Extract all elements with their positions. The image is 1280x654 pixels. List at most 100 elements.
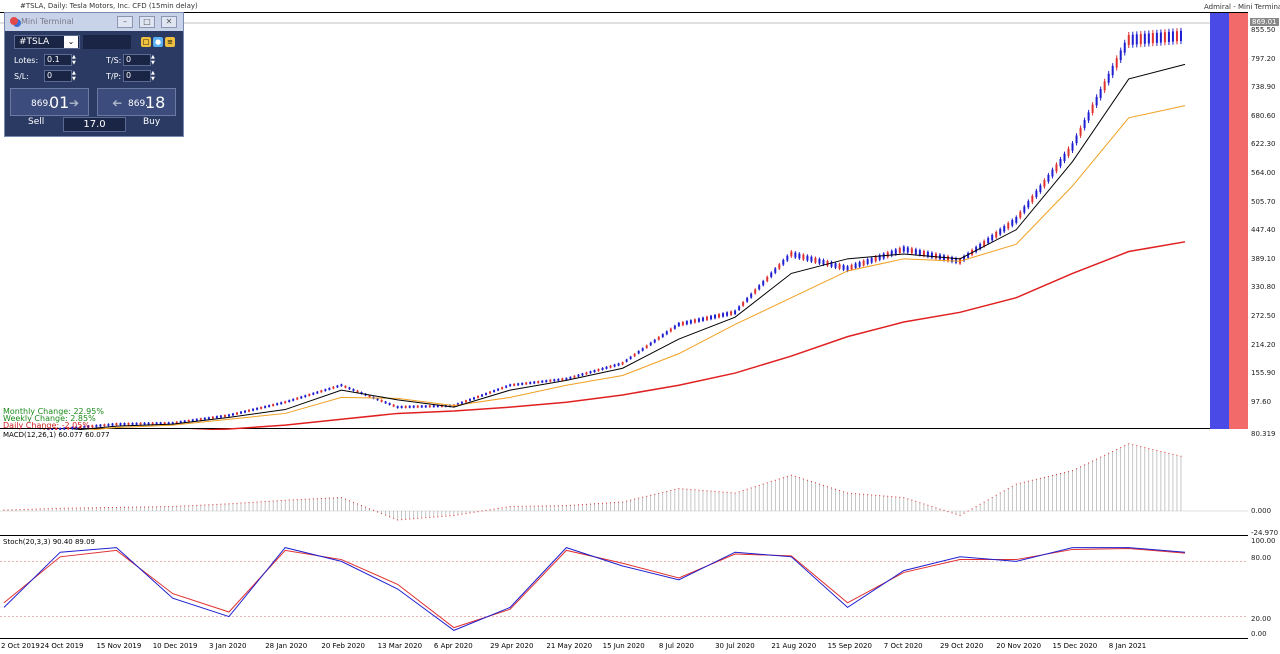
macd-signal-dot bbox=[1080, 466, 1082, 468]
price-scale-label: 855.50 bbox=[1251, 26, 1276, 34]
candle-body bbox=[786, 255, 789, 261]
candle-body bbox=[312, 392, 315, 395]
stoch-pane[interactable]: Stoch(20,3,3) 90.40 89.09 bbox=[0, 537, 1248, 639]
side-panel-red bbox=[1229, 13, 1248, 429]
time-axis: 2 Oct 2019 24 Oct 2019 15 Nov 2019 10 Dec 2… bbox=[0, 639, 1248, 654]
candle-body bbox=[1111, 65, 1114, 76]
candle-body bbox=[408, 405, 411, 408]
candle-body bbox=[231, 413, 234, 416]
macd-signal-dot bbox=[545, 505, 547, 507]
macd-signal-dot bbox=[553, 505, 555, 507]
macd-signal-dot bbox=[702, 490, 704, 492]
macd-signal-dot bbox=[308, 498, 310, 500]
lots-stepper[interactable]: ▲ ▼ bbox=[72, 54, 76, 66]
macd-signal-dot bbox=[875, 494, 877, 496]
sell-button[interactable]: Sell bbox=[28, 117, 45, 127]
candle-body bbox=[368, 395, 371, 398]
sl-stepper[interactable]: ▲ ▼ bbox=[72, 70, 76, 82]
maximize-icon[interactable]: □ bbox=[139, 16, 155, 28]
symbol-select[interactable]: #TSLA bbox=[14, 35, 80, 49]
macd-signal-dot bbox=[164, 506, 166, 508]
candle-body bbox=[183, 420, 186, 423]
macd-signal-dot bbox=[871, 494, 873, 496]
macd-pane[interactable]: MACD(12,26,1) 60.077 60.077 bbox=[0, 430, 1248, 536]
time-axis-label: 15 Jun 2020 bbox=[602, 642, 645, 650]
macd-signal-dot bbox=[425, 517, 427, 519]
macd-signal-dot bbox=[393, 517, 395, 519]
price-pane[interactable]: Monthly Change: 22.95% Weekly Change: 2.… bbox=[0, 12, 1248, 430]
macd-signal-dot bbox=[782, 477, 784, 479]
candle-body bbox=[513, 383, 516, 386]
macd-signal-dot bbox=[738, 491, 740, 493]
macd-signal-dot bbox=[569, 504, 571, 506]
candle-body bbox=[979, 243, 982, 250]
candle-body bbox=[758, 285, 761, 290]
macd-signal-dot bbox=[851, 492, 853, 494]
chevron-down-icon[interactable]: ⌄ bbox=[64, 36, 78, 48]
candle-body bbox=[493, 390, 496, 393]
candle-body bbox=[107, 423, 110, 426]
macd-signal-dot bbox=[843, 491, 845, 493]
ts-stepper[interactable]: ▲ ▼ bbox=[151, 54, 155, 66]
macd-signal-dot bbox=[115, 506, 117, 508]
candle-body bbox=[726, 312, 729, 316]
macd-signal-dot bbox=[180, 505, 182, 507]
candle-body bbox=[501, 387, 504, 390]
copy-icon[interactable]: □ bbox=[141, 37, 151, 47]
macd-signal-dot bbox=[35, 508, 37, 510]
candle-body bbox=[681, 321, 684, 326]
candle-body bbox=[215, 416, 218, 419]
buy-price-button[interactable]: ➔ 869. 18 bbox=[97, 88, 176, 116]
candle-body bbox=[1071, 143, 1074, 151]
candle-body bbox=[569, 376, 572, 379]
tp-stepper[interactable]: ▲ ▼ bbox=[151, 70, 155, 82]
macd-signal-dot bbox=[955, 513, 957, 515]
candle-body bbox=[673, 325, 676, 329]
macd-signal-dot bbox=[806, 479, 808, 481]
candle-body bbox=[625, 359, 628, 362]
candle-body bbox=[701, 317, 704, 321]
ts-input[interactable]: 0 bbox=[123, 54, 151, 66]
macd-signal-dot bbox=[710, 490, 712, 492]
macd-signal-dot bbox=[377, 511, 379, 513]
candle-body bbox=[886, 252, 889, 258]
candle-body bbox=[131, 422, 134, 425]
sell-price-button[interactable]: 869. 01 ➔ bbox=[10, 88, 89, 116]
macd-signal-dot bbox=[23, 508, 25, 510]
daily-change: Daily Change: -2.05% bbox=[3, 421, 90, 430]
macd-signal-dot bbox=[565, 505, 567, 507]
stoch-chart[interactable] bbox=[0, 537, 1248, 639]
close-icon[interactable]: ✕ bbox=[161, 16, 177, 28]
menu-icon[interactable]: ≡ bbox=[165, 37, 175, 47]
macd-signal-dot bbox=[71, 507, 73, 509]
sl-input[interactable]: 0 bbox=[44, 70, 72, 82]
settings-icon[interactable]: ● bbox=[153, 37, 163, 47]
lots-input[interactable]: 0.1 bbox=[44, 54, 72, 66]
candle-body bbox=[1131, 34, 1134, 45]
symbol-extra-field[interactable] bbox=[83, 35, 131, 49]
price-scale-label: 389.10 bbox=[1251, 254, 1276, 263]
macd-signal-dot bbox=[168, 506, 170, 508]
macd-chart[interactable] bbox=[0, 430, 1248, 536]
time-axis-label: 6 Apr 2020 bbox=[433, 642, 473, 650]
candle-body bbox=[930, 252, 933, 258]
ma-slow-line bbox=[188, 241, 1186, 430]
terminal-title-bar[interactable]: Mini Terminal – □ ✕ bbox=[5, 13, 183, 31]
macd-signal-dot bbox=[549, 505, 551, 507]
time-axis-label: 24 Oct 2019 bbox=[40, 642, 84, 650]
candle-body bbox=[1175, 31, 1178, 42]
stoch-scale: 100.00 80.00 20.00 0.00 bbox=[1248, 537, 1280, 639]
candle-body bbox=[705, 316, 708, 321]
candle-body bbox=[127, 422, 130, 425]
sl-label: S/L: bbox=[14, 72, 29, 81]
macd-signal-dot bbox=[883, 495, 885, 497]
candle-body bbox=[1163, 32, 1166, 43]
minimize-icon[interactable]: – bbox=[117, 16, 133, 28]
candle-body bbox=[750, 293, 753, 298]
macd-signal-dot bbox=[1072, 470, 1074, 472]
buy-button[interactable]: Buy bbox=[143, 117, 161, 127]
price-chart[interactable] bbox=[0, 13, 1248, 430]
tp-input[interactable]: 0 bbox=[123, 70, 151, 82]
mini-terminal-window[interactable]: Mini Terminal – □ ✕ #TSLA ⌄ □ ● ≡ Lotes:… bbox=[4, 12, 184, 137]
candle-body bbox=[609, 365, 612, 368]
